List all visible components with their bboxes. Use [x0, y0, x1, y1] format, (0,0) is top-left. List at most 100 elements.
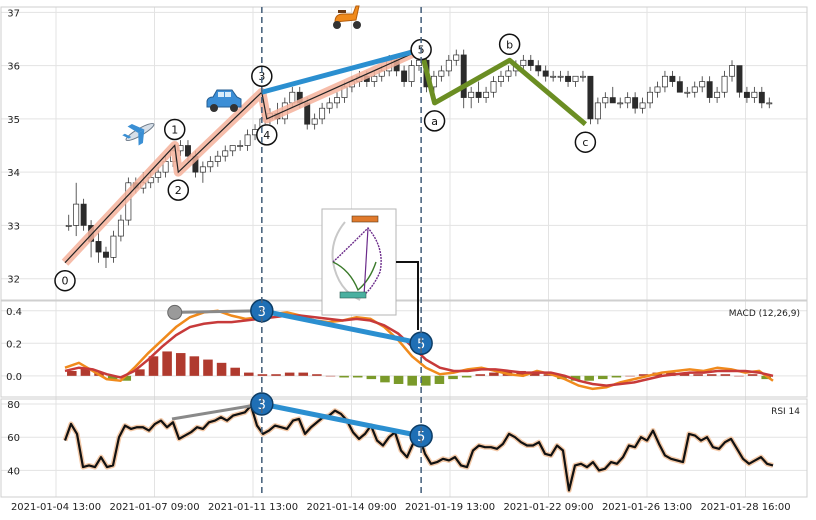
rsi-divergence-blue: [261, 401, 422, 439]
macd-histogram-bar: [380, 375, 390, 383]
airplane-wing-bottom: [138, 129, 145, 146]
price-panel-frame: [0, 6, 808, 301]
car-window-front: [218, 92, 224, 97]
rsi-panel-label: RSI 14: [771, 407, 800, 417]
panel-frames: [0, 6, 808, 498]
candle-body: [647, 91, 653, 104]
candle-body: [468, 91, 475, 98]
candle-body: [334, 97, 340, 104]
macd-histogram-bar: [584, 375, 594, 381]
candle-body: [214, 155, 221, 162]
candle-body: [401, 70, 408, 82]
candle-body: [609, 97, 616, 104]
macd-wave-marker-label: 5: [417, 337, 425, 352]
wave-point-marker: [163, 118, 186, 141]
macd-histogram-bar: [720, 374, 731, 376]
rsi-divergence-gray: [171, 402, 263, 421]
macd-histogram-bar: [121, 375, 132, 381]
candle-body: [691, 86, 698, 93]
candle-body: [185, 145, 191, 157]
x-tick-label: 2021-01-11 13:00: [208, 502, 298, 513]
airplane-tail: [122, 133, 132, 139]
candle-body: [289, 91, 296, 104]
candle-body: [199, 166, 206, 173]
candle-body: [654, 86, 661, 93]
overlays: [122, 5, 422, 497]
price-y-tick-label: 36: [7, 62, 20, 73]
candle-body: [624, 97, 631, 104]
wave-point-label: 3: [258, 70, 265, 83]
macd-histogram-bar: [625, 375, 635, 377]
scooter-seat: [338, 10, 346, 13]
price-y-tick-label: 34: [7, 168, 20, 179]
wave-point-marker: [423, 110, 446, 132]
candle-body: [483, 91, 490, 98]
macd-histogram-bar: [570, 375, 581, 381]
wave-point-label: c: [582, 136, 588, 149]
macd-histogram-bar: [407, 375, 417, 386]
x-tick-label: 2021-01-22 09:00: [503, 502, 593, 513]
candle-body: [527, 59, 534, 66]
macd-panel-frame: [0, 300, 808, 398]
candle-body: [758, 91, 765, 104]
candle-body: [103, 251, 109, 258]
candle-body: [229, 145, 236, 152]
candle-body: [535, 65, 542, 72]
macd-panel: MACD (12,26,9)35: [64, 299, 800, 391]
wave-point-marker: [167, 179, 190, 201]
candle-body: [669, 75, 676, 82]
candle-body: [80, 203, 87, 226]
correction-wave-line: [418, 49, 587, 127]
candle-body: [222, 150, 229, 157]
candle-body: [453, 54, 460, 61]
candle-body: [117, 219, 124, 237]
candle-body: [73, 203, 80, 226]
wave-point-marker: [251, 65, 273, 87]
car-icon: [206, 89, 242, 112]
candle-body: [438, 70, 445, 77]
macd-histogram-bar: [761, 375, 771, 380]
macd-histogram-bar: [706, 374, 717, 376]
macd-y-tick-label: 0.2: [6, 339, 22, 350]
candle-body: [572, 75, 579, 82]
macd-histogram-bar: [107, 375, 118, 380]
inset-line: [363, 227, 369, 297]
macd-panel-label: MACD (12,26,9): [729, 309, 800, 319]
inset-bar-bottom: [339, 291, 367, 299]
macd-histogram-bar: [135, 369, 145, 376]
rsi-panel: RSI 1435: [62, 392, 800, 493]
candle-body: [110, 235, 117, 258]
price-panel: 012345abc: [54, 33, 773, 292]
candle-body: [617, 102, 624, 105]
macd-histogram-bar: [693, 374, 703, 376]
scooter-body: [334, 5, 360, 23]
candle-body: [520, 59, 527, 66]
macd-histogram-bar: [257, 374, 268, 376]
candle-body: [475, 91, 482, 98]
candle-body: [311, 118, 318, 125]
macd-histogram-bar: [325, 375, 336, 377]
candle-body: [326, 102, 333, 109]
candle-body: [155, 171, 162, 178]
primary-wave-line: [64, 49, 422, 264]
rsi-wave-marker: [250, 392, 274, 416]
airplane-icon: [122, 122, 155, 146]
macd-histogram-bar: [352, 375, 363, 378]
macd-histogram-bar: [366, 375, 377, 380]
macd-histogram-bar: [230, 367, 240, 376]
macd-histogram-bar: [244, 372, 254, 376]
candle-body: [721, 75, 728, 93]
macd-histogram-bar: [747, 374, 758, 376]
x-tick-label: 2021-01-19 13:00: [405, 502, 495, 513]
inset-figure: [321, 208, 419, 330]
inset-curve-green: [332, 261, 377, 292]
macd-histogram-bar: [312, 374, 322, 376]
candle-body: [445, 59, 452, 72]
candle-body: [207, 161, 214, 168]
scooter-wheel-rear: [333, 21, 341, 29]
macd-histogram-bar: [175, 353, 186, 376]
candle-body: [371, 75, 378, 82]
inset-connector: [396, 261, 419, 330]
macd-histogram-bar: [461, 375, 472, 378]
